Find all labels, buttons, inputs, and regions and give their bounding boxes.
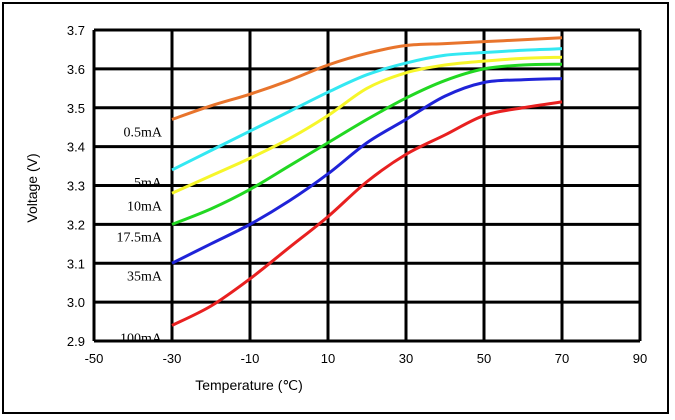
series-lines	[171, 36, 563, 327]
grid	[92, 28, 642, 343]
x-tick-labels: -50 -30 -10 10 30 50 70 90	[85, 351, 648, 366]
voltage-temperature-chart: -50 -30 -10 10 30 50 70 90 2.9 3.0 3.1 3.2 3.3 3.4 3.…	[24, 23, 648, 393]
y-tick-labels: 2.9 3.0 3.1 3.2 3.3 3.4 3.5 3.6 3.7	[67, 23, 85, 349]
y-tick-label: 3.1	[67, 256, 85, 271]
series-label: 10mA	[127, 199, 163, 214]
x-tick-label: 90	[633, 351, 647, 366]
series-label: 5mA	[134, 176, 163, 191]
chart-frame: -50 -30 -10 10 30 50 70 90 2.9 3.0 3.1 3.2 3.3 3.4 3.…	[2, 2, 669, 414]
series-label: 17.5mA	[117, 230, 163, 245]
series-line-5mA	[171, 47, 563, 172]
y-tick-label: 3.0	[67, 295, 85, 310]
series-line-0.5mA	[171, 36, 563, 121]
x-tick-label: -50	[85, 351, 104, 366]
x-tick-label: 50	[477, 351, 491, 366]
series-label: 35mA	[127, 269, 163, 284]
series-line-100mA	[171, 100, 563, 327]
y-axis-title: Voltage (V)	[24, 153, 40, 222]
series-line-10mA	[171, 55, 563, 195]
y-tick-label: 3.7	[67, 23, 85, 38]
y-tick-label: 3.6	[67, 62, 85, 77]
x-tick-label: 30	[399, 351, 413, 366]
y-tick-label: 3.2	[67, 217, 85, 232]
series-line-35mA	[171, 77, 563, 265]
y-tick-label: 3.3	[67, 179, 85, 194]
y-tick-label: 2.9	[67, 334, 85, 349]
series-line-17.5mA	[171, 62, 563, 226]
x-tick-label: 10	[321, 351, 335, 366]
x-tick-label: -30	[163, 351, 182, 366]
x-tick-label: 70	[555, 351, 569, 366]
y-tick-label: 3.5	[67, 101, 85, 116]
series-labels: 0.5mA 5mA 10mA 17.5mA 35mA 100mA	[117, 125, 163, 346]
x-tick-label: -10	[241, 351, 260, 366]
series-label: 100mA	[120, 331, 163, 346]
x-axis-title: Temperature (℃)	[195, 377, 303, 393]
y-tick-label: 3.4	[67, 140, 85, 155]
series-label: 0.5mA	[124, 125, 163, 140]
